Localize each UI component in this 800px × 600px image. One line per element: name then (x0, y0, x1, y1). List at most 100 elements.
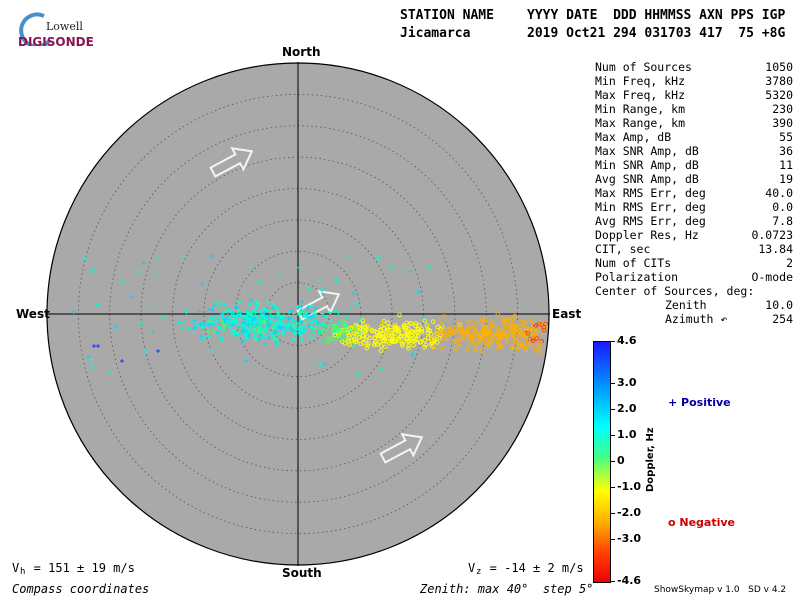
positive-doppler-source (279, 314, 284, 319)
legend-negative: o Negative (668, 516, 736, 529)
positive-doppler-source (216, 305, 221, 310)
negative-doppler-source (377, 331, 383, 337)
negative-doppler-source (458, 325, 464, 330)
negative-doppler-source (437, 335, 442, 341)
negative-doppler-source (495, 312, 501, 317)
negative-doppler-source (413, 337, 418, 342)
stat-value: 55 (779, 130, 793, 144)
arrow-outline (379, 432, 424, 464)
negative-doppler-source (392, 339, 397, 344)
negative-doppler-source (471, 339, 477, 344)
positive-doppler-source (194, 322, 199, 327)
positive-doppler-source (246, 334, 251, 339)
positive-doppler-source (255, 330, 260, 335)
vh-text: V = 151 ± 19 m/s (12, 561, 135, 575)
positive-doppler-source (356, 372, 361, 377)
negative-doppler-source (534, 336, 540, 341)
positive-doppler-source (241, 329, 246, 334)
positive-doppler-source (209, 254, 214, 259)
negative-doppler-source (453, 346, 459, 351)
positive-doppler-source (309, 325, 314, 330)
positive-doppler-source (323, 314, 328, 319)
negative-doppler-source (441, 314, 446, 319)
positive-doppler-source (347, 255, 352, 260)
negative-doppler-source (325, 339, 330, 344)
negative-doppler-source (385, 320, 391, 325)
positive-doppler-source (136, 269, 141, 274)
logo-swoosh-icon (19, 12, 52, 46)
colorbar-tick-label: 0 (617, 454, 625, 467)
positive-doppler-source (107, 369, 112, 374)
positive-doppler-source (256, 301, 261, 306)
positive-doppler-source (268, 309, 273, 314)
positive-doppler-source (216, 315, 221, 320)
negative-doppler-source (503, 325, 508, 330)
negative-doppler-source (378, 348, 384, 353)
negative-doppler-source (426, 328, 431, 333)
negative-doppler-source (505, 322, 511, 327)
positive-doppler-source (211, 303, 216, 308)
positive-doppler-source (258, 320, 263, 325)
positive-doppler-source (264, 308, 269, 313)
statistics-panel: Num of Sources 1050 Min Freq, kHz 3780 Max F… (595, 60, 793, 326)
positive-doppler-source (313, 318, 318, 323)
negative-doppler-source (423, 342, 428, 348)
stat-value: 10.0 (765, 298, 793, 312)
positive-doppler-source (237, 300, 242, 305)
negative-doppler-source (366, 341, 371, 346)
positive-doppler-source (223, 302, 228, 307)
negative-doppler-source (409, 329, 414, 335)
vertical-velocity: V = -14 ± 2 m/s z (468, 561, 584, 577)
negative-doppler-source (487, 328, 493, 333)
negative-doppler-source (419, 328, 424, 334)
negative-doppler-source (439, 321, 444, 327)
positive-doppler-source (90, 365, 95, 370)
negative-doppler-source (454, 338, 460, 344)
negative-doppler-source (531, 323, 537, 329)
header-station-label: STATION NAME (400, 8, 494, 23)
positive-doppler-source (254, 306, 259, 311)
positive-doppler-source (262, 306, 267, 311)
negative-doppler-source (331, 328, 337, 333)
negative-doppler-source (395, 327, 400, 332)
negative-doppler-source (537, 341, 543, 346)
negative-doppler-source (476, 317, 482, 322)
positive-doppler-source (306, 317, 311, 322)
positive-doppler-source (86, 355, 91, 360)
colorbar-tick-label: 1.0 (617, 428, 637, 441)
positive-doppler-source (260, 335, 265, 340)
negative-doppler-source (406, 346, 411, 351)
positive-doppler-source (334, 278, 339, 283)
negative-doppler-source (457, 343, 462, 349)
positive-doppler-source (77, 257, 82, 262)
stat-row: Max SNR Amp, dB 36 (595, 144, 793, 158)
positive-doppler-source (277, 324, 282, 329)
negative-doppler-source (469, 342, 474, 347)
positive-doppler-source (276, 331, 281, 336)
positive-doppler-source (277, 310, 282, 315)
positive-doppler-source (305, 307, 310, 312)
positive-doppler-source (156, 349, 160, 353)
positive-doppler-source (138, 322, 143, 327)
positive-doppler-source (267, 322, 272, 327)
positive-doppler-source (141, 261, 146, 266)
colorbar-tick-label: 3.0 (617, 376, 637, 389)
positive-doppler-source (272, 329, 277, 334)
negative-doppler-source (401, 333, 406, 339)
stat-label: Zenith (665, 298, 707, 312)
colorbar-tick-label: -1.0 (617, 480, 642, 493)
stat-label: Min RMS Err, deg (595, 200, 706, 214)
negative-doppler-source (519, 343, 524, 349)
positive-doppler-source (300, 299, 305, 304)
negative-doppler-source (538, 320, 543, 326)
positive-doppler-source (198, 322, 203, 327)
negative-doppler-source (364, 334, 370, 339)
positive-doppler-source (220, 337, 225, 342)
negative-doppler-source (457, 322, 463, 328)
stat-row: Max RMS Err, deg 40.0 (595, 186, 793, 200)
negative-doppler-source (381, 318, 387, 324)
positive-doppler-source (201, 324, 206, 329)
positive-doppler-source (197, 309, 202, 314)
negative-doppler-source (518, 334, 523, 339)
negative-doppler-source (406, 339, 411, 344)
